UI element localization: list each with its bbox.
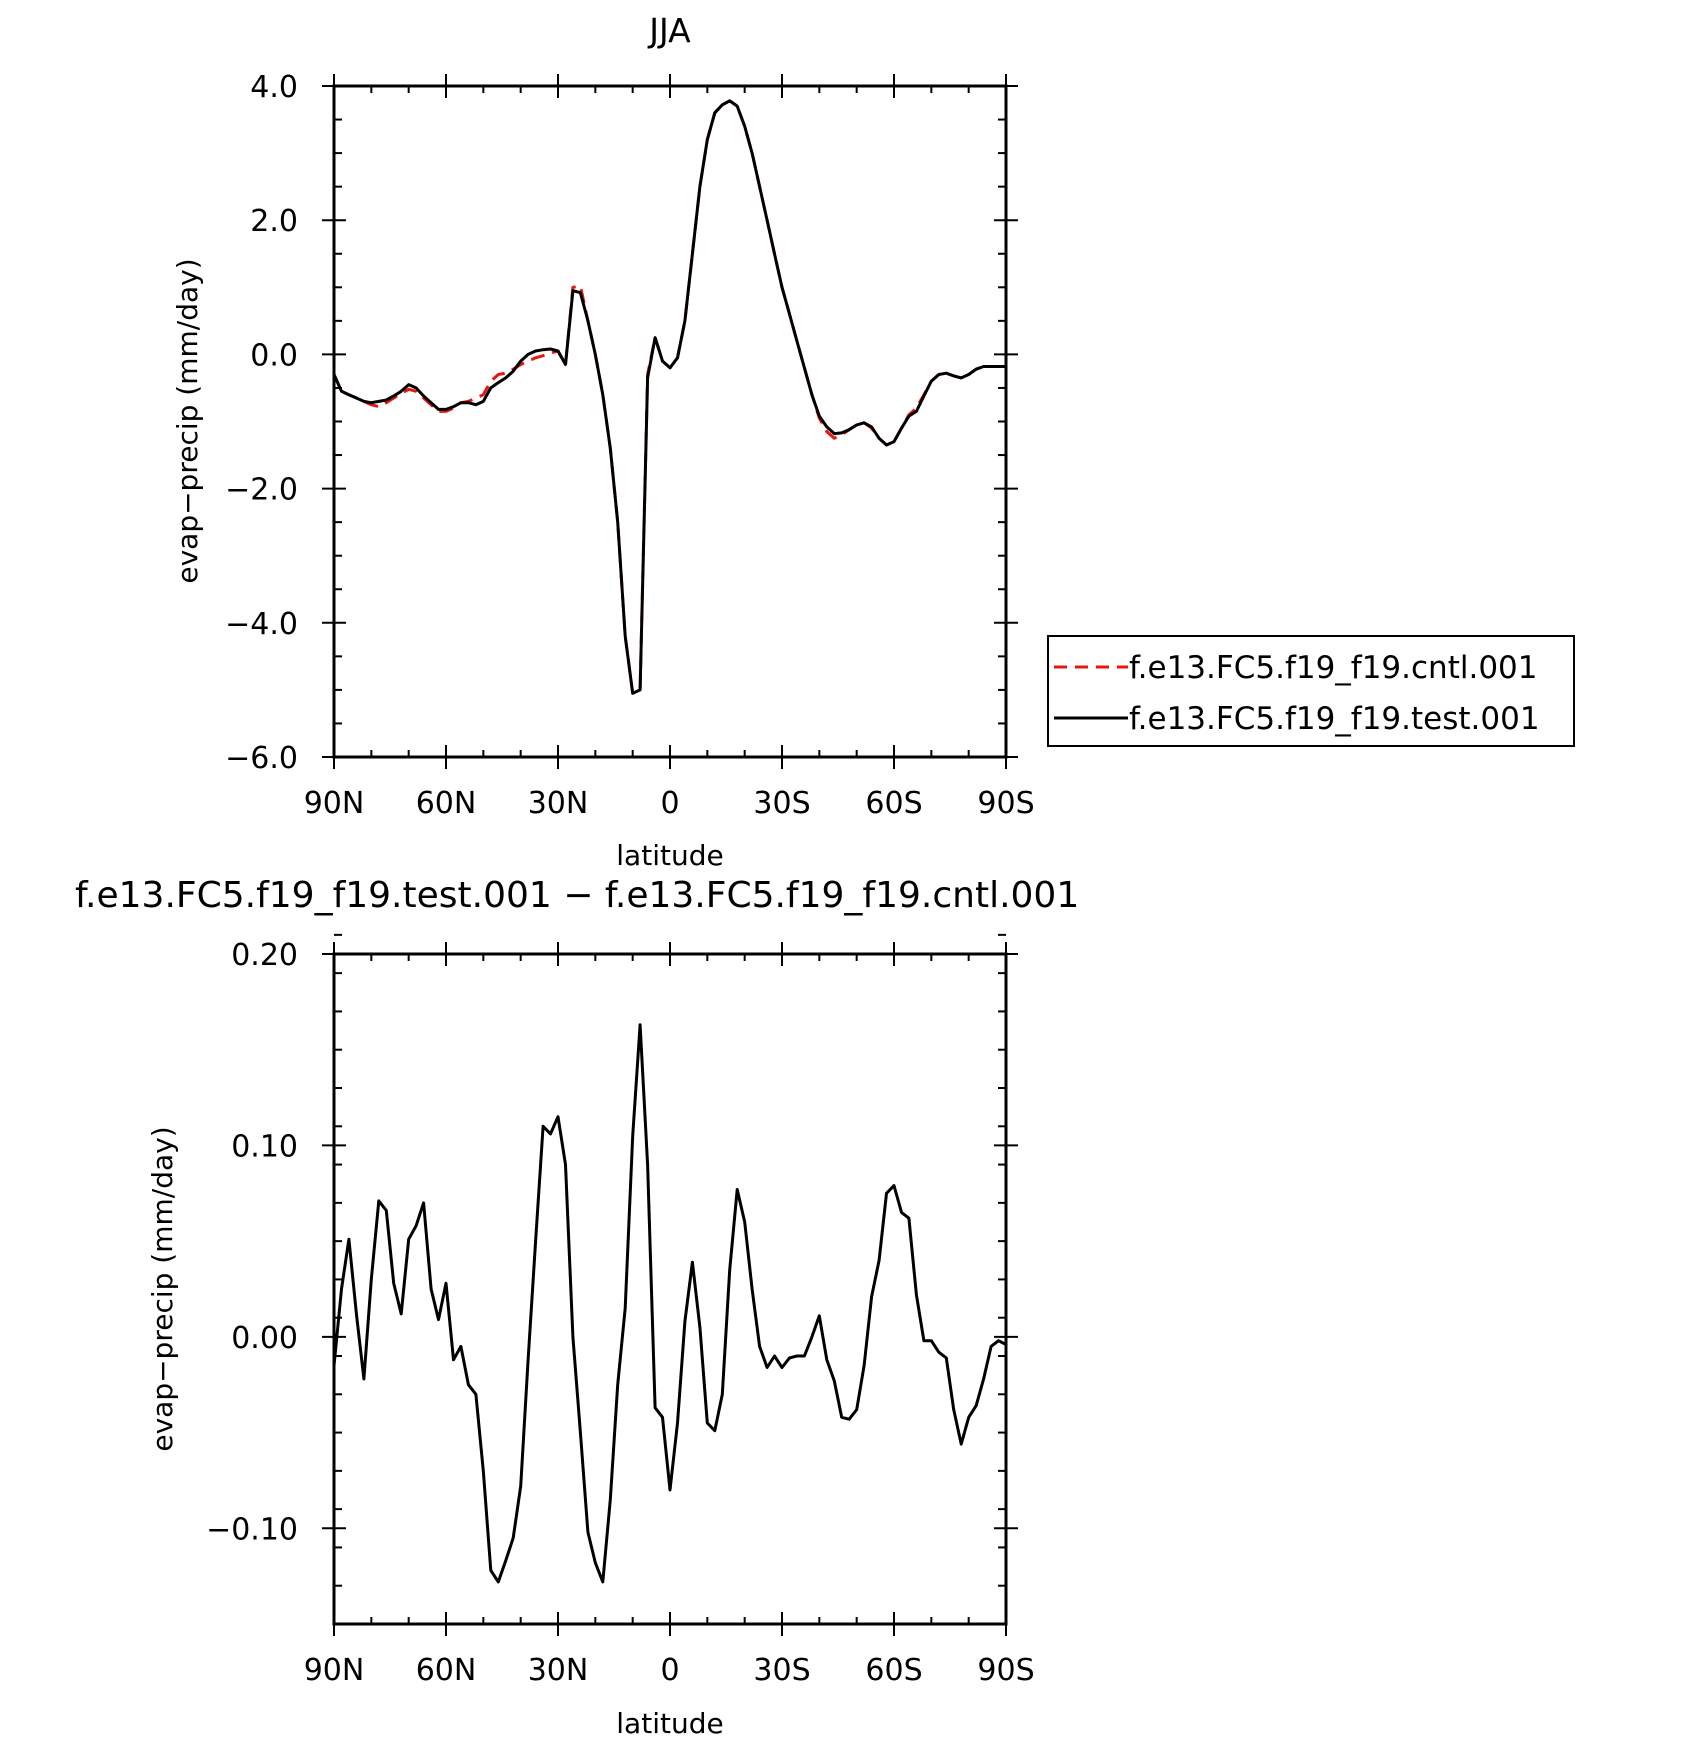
top-y-tick-label: 4.0 (250, 70, 298, 105)
bottom-series-line-0 (332, 1023, 1007, 1584)
top-panel-title: JJA (647, 11, 691, 50)
bottom-y-tick-label: 0.20 (231, 938, 298, 973)
bottom-x-tick-label: 90N (304, 1653, 365, 1688)
bottom-x-tick-label: 60N (416, 1653, 477, 1688)
top-y-tick-label: 2.0 (250, 204, 298, 239)
top-x-tick-label: 0 (660, 786, 679, 821)
legend-test-label: f.e13.FC5.f19_f19.test.001 (1129, 701, 1540, 737)
top-y-tick-label: 0.0 (250, 338, 298, 373)
bottom-x-tick-label: 90S (977, 1653, 1034, 1688)
bottom-y-tick-label: 0.10 (231, 1129, 298, 1164)
legend-box (1047, 635, 1575, 747)
top-series-line-1 (332, 99, 1006, 695)
bottom-panel: f.e13.FC5.f19_f19.test.001 − f.e13.FC5.f… (75, 875, 1079, 1740)
top-x-axis-label: latitude (616, 839, 723, 872)
top-x-tick-label: 90S (977, 786, 1034, 821)
bottom-series-layer (332, 1023, 1007, 1584)
legend-cntl-label: f.e13.FC5.f19_f19.cntl.001 (1129, 650, 1538, 686)
bottom-x-tick-label: 60S (865, 1653, 922, 1688)
top-x-tick-label: 90N (304, 786, 365, 821)
top-y-tick-label: −2.0 (225, 473, 298, 508)
top-x-tick-label: 60S (865, 786, 922, 821)
top-panel: JJA 90N 60N 30N 0 30S 60S 90S 4.0 2.0 0.0 −2.0 −4.0… (171, 11, 1035, 872)
bottom-x-axis-label: latitude (616, 1707, 723, 1740)
bottom-x-tick-label: 0 (660, 1653, 679, 1688)
bottom-x-tick-label: 30N (528, 1653, 589, 1688)
bottom-x-tick-label: 30S (753, 1653, 810, 1688)
bottom-y-tick-label: −0.10 (206, 1512, 298, 1547)
top-x-tick-label: 30N (528, 786, 589, 821)
top-x-tick-label: 60N (416, 786, 477, 821)
top-x-tick-label: 30S (753, 786, 810, 821)
legend: f.e13.FC5.f19_f19.cntl.001 f.e13.FC5.f19… (1047, 635, 1575, 747)
top-tick-layer: 90N 60N 30N 0 30S 60S 90S 4.0 2.0 0.0 −2.0 −4.0 −6.0 (225, 70, 1034, 821)
top-y-axis-label: evap−precip (mm/day) (171, 258, 204, 583)
bottom-tick-layer: 90N 60N 30N 0 30S 60S 90S 0.20 0.10 0.00 −0.10 (206, 933, 1035, 1688)
bottom-panel-title: f.e13.FC5.f19_f19.test.001 − f.e13.FC5.f… (75, 875, 1079, 916)
top-series-layer (332, 99, 1006, 695)
bottom-y-tick-label: 0.00 (231, 1321, 298, 1356)
bottom-y-axis-label: evap−precip (mm/day) (146, 1126, 179, 1451)
top-y-tick-label: −6.0 (225, 741, 298, 776)
top-y-tick-label: −4.0 (225, 607, 298, 642)
